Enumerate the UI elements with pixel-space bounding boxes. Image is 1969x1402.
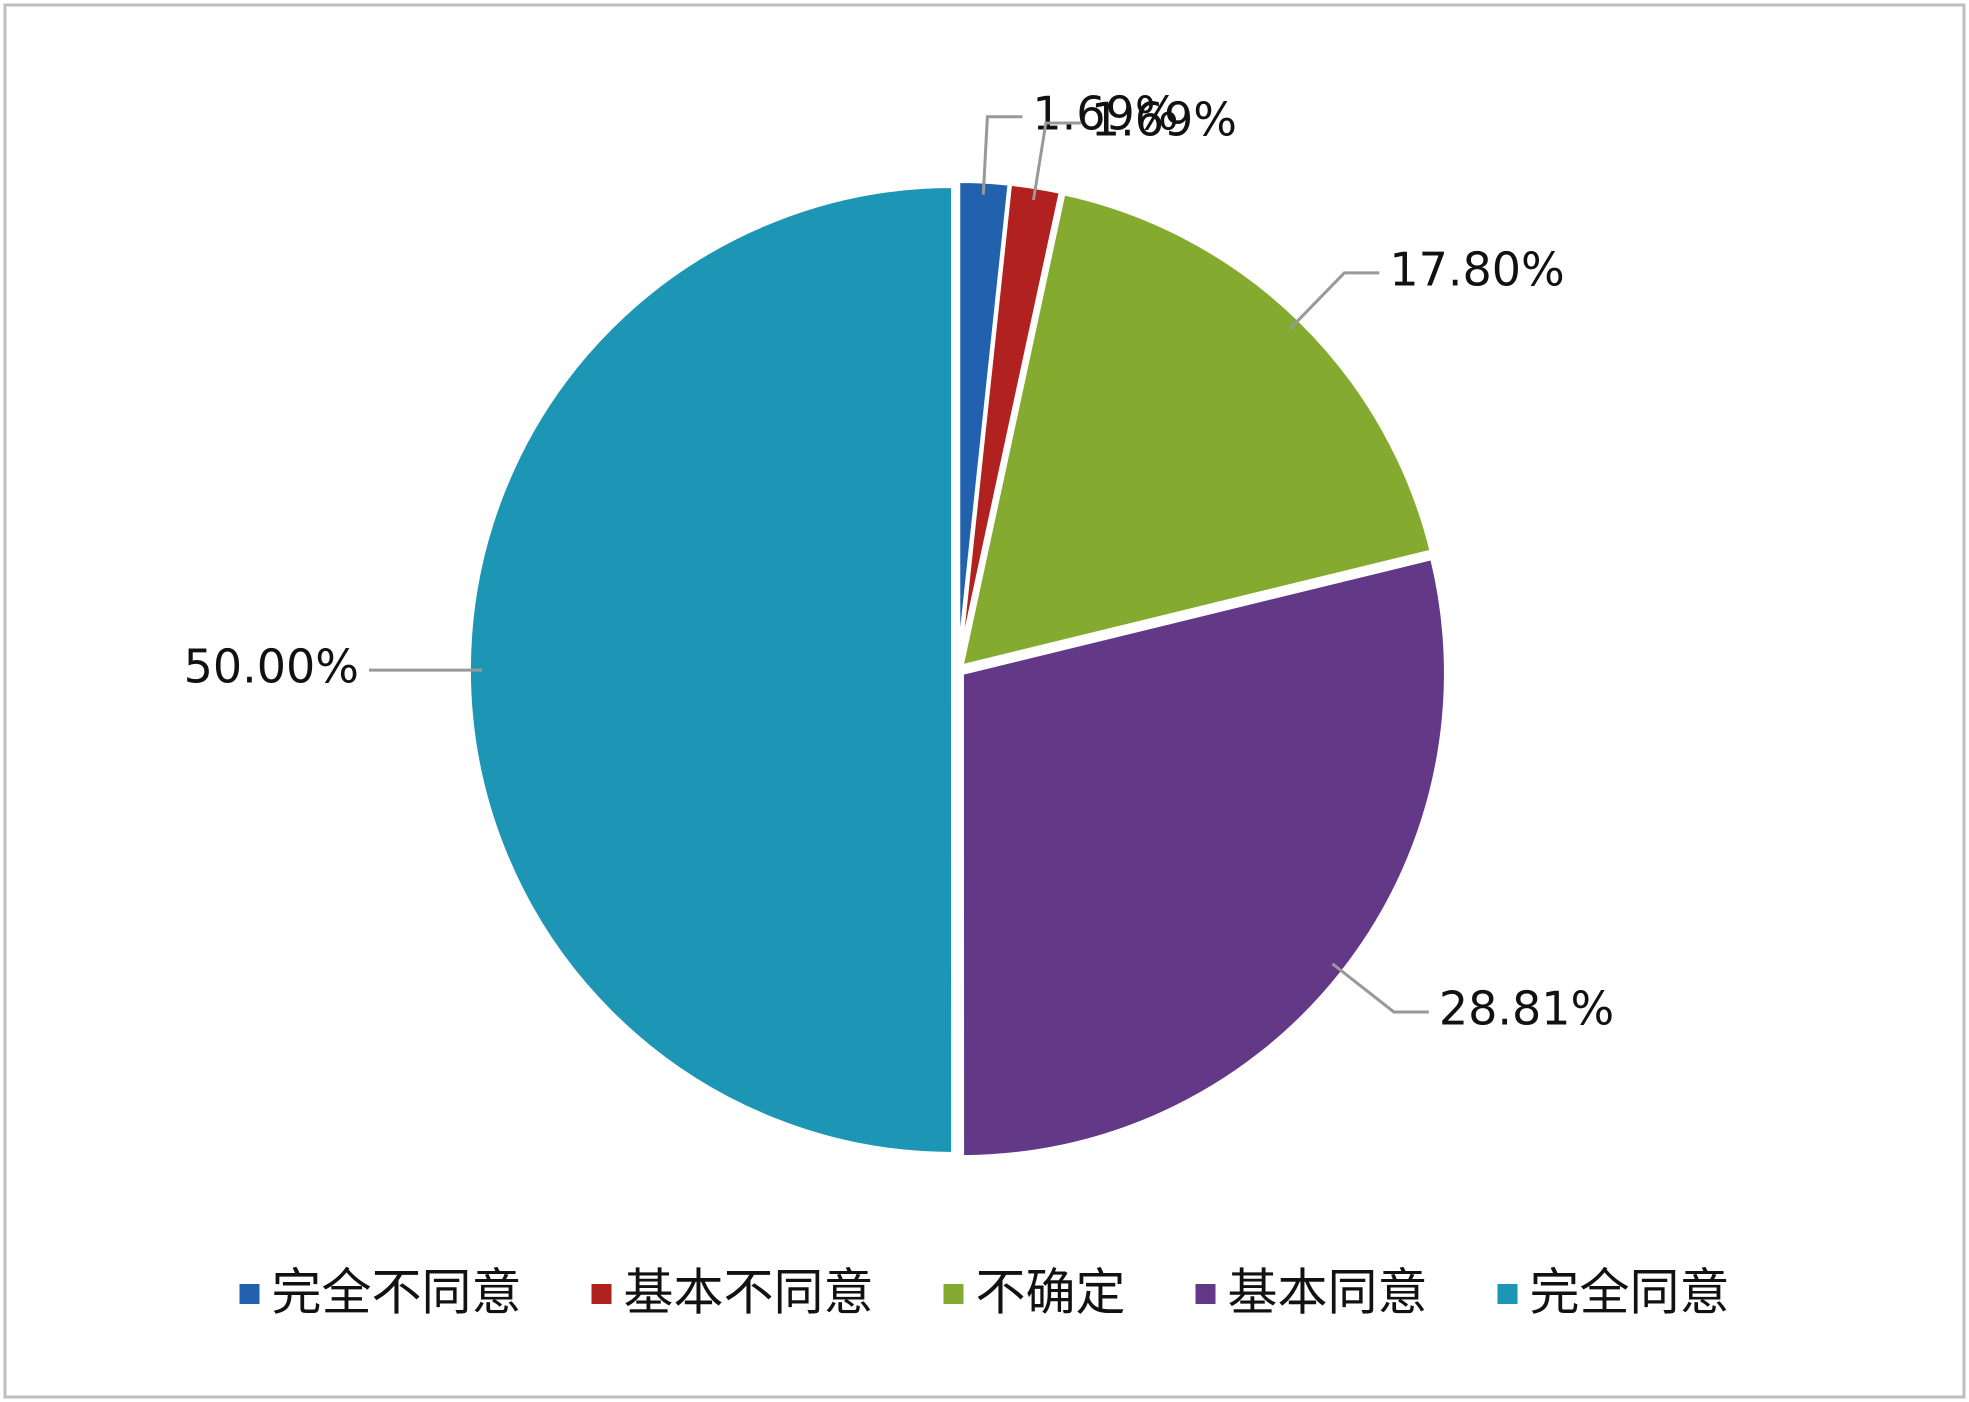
legend-swatch	[591, 1284, 612, 1304]
data-label: 1.69%	[1091, 93, 1237, 147]
data-label: 1.69%	[1032, 86, 1178, 140]
legend-swatch	[239, 1284, 260, 1304]
legend-label: 完全同意	[1530, 1264, 1730, 1322]
leader-line	[1032, 121, 1081, 201]
legend-label: 完全不同意	[272, 1264, 522, 1322]
legend-swatch	[1195, 1284, 1216, 1304]
leader-line	[1288, 271, 1380, 330]
legend-swatch	[1497, 1284, 1518, 1304]
legend-label: 不确定	[976, 1264, 1126, 1322]
legend-swatch	[943, 1284, 964, 1304]
data-label: 50.00%	[184, 640, 359, 694]
data-label: 28.81%	[1439, 981, 1614, 1035]
data-label: 17.80%	[1389, 242, 1564, 296]
leader-line	[981, 115, 1023, 195]
leader-line	[1331, 962, 1429, 1014]
legend-label: 基本同意	[1228, 1264, 1428, 1322]
legend-label: 基本不同意	[624, 1264, 874, 1322]
